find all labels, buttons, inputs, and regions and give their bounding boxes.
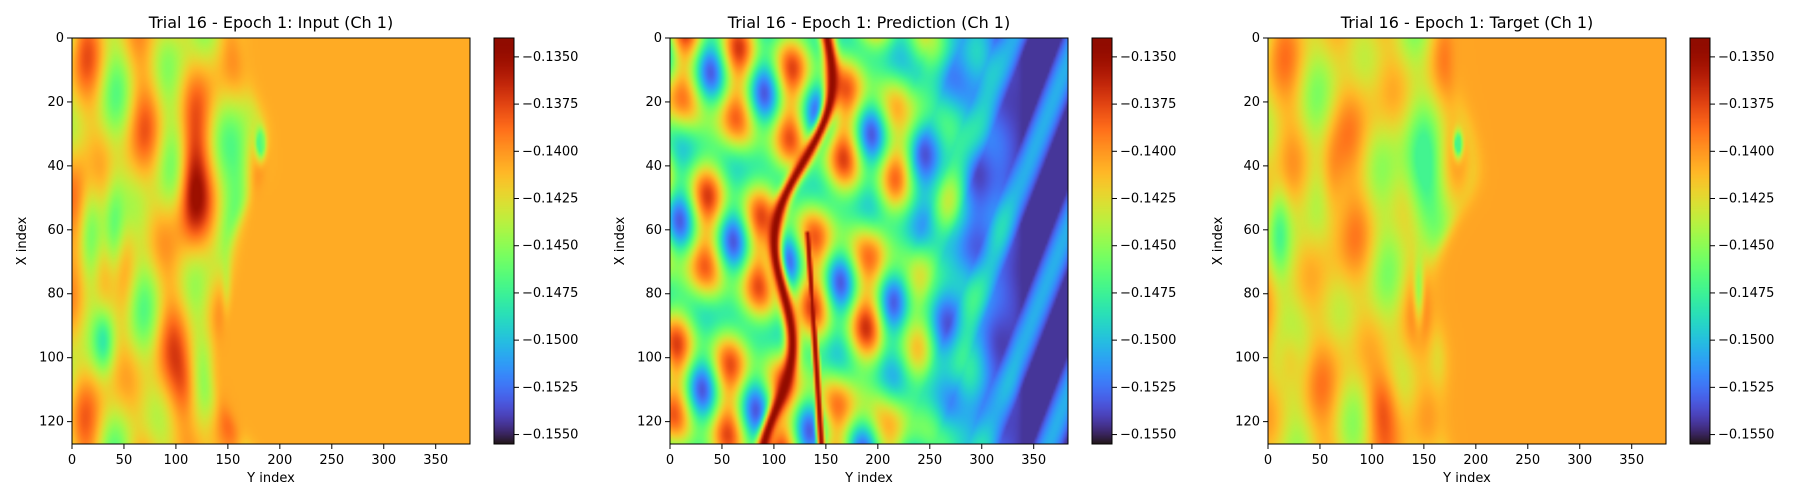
x-tick-label: 300 — [371, 453, 396, 468]
colorbar-frame — [493, 37, 515, 445]
y-tick-label: 80 — [1243, 287, 1260, 302]
x-tick-label: 100 — [762, 453, 787, 468]
x-tick-label: 0 — [666, 453, 674, 468]
axes-frame — [1267, 37, 1667, 445]
colorbar-tick-label: −0.1475 — [1120, 286, 1176, 301]
x-axis-label: Y index — [1442, 471, 1491, 486]
x-tick-label: 150 — [1411, 453, 1436, 468]
colorbar-frame — [1091, 37, 1113, 445]
x-axis-label: Y index — [246, 471, 295, 486]
colorbar-tick-label: −0.1500 — [1120, 333, 1176, 348]
colorbar-tick-label: −0.1375 — [1718, 97, 1774, 112]
colorbar-tick-label: −0.1425 — [1718, 192, 1774, 207]
colorbar-tick-label: −0.1550 — [1718, 428, 1774, 443]
x-tick-label: 250 — [319, 453, 344, 468]
x-tick-label: 300 — [1567, 453, 1592, 468]
y-tick-label: 120 — [1235, 415, 1260, 430]
x-tick-label: 250 — [1515, 453, 1540, 468]
chart-title: Trial 16 - Epoch 1: Input (Ch 1) — [148, 13, 393, 32]
colorbar-tick-label: −0.1425 — [1120, 192, 1176, 207]
heatmap-image — [72, 38, 470, 444]
axes-frame — [71, 37, 471, 445]
colorbar-tick-label: −0.1400 — [522, 144, 578, 159]
y-axis-label: X index — [1211, 216, 1226, 265]
x-tick-label: 150 — [813, 453, 838, 468]
y-tick-label: 60 — [1243, 223, 1260, 238]
y-tick-label: 120 — [637, 415, 662, 430]
y-tick-label: 40 — [645, 159, 662, 174]
colorbar-tick-label: −0.1475 — [1718, 286, 1774, 301]
colorbar-tick-label: −0.1375 — [522, 97, 578, 112]
y-tick-label: 40 — [47, 159, 64, 174]
chart-title: Trial 16 - Epoch 1: Prediction (Ch 1) — [727, 13, 1010, 32]
y-axis-label: X index — [15, 216, 30, 265]
x-tick-label: 100 — [164, 453, 189, 468]
y-tick-label: 120 — [39, 415, 64, 430]
colorbar — [1690, 38, 1710, 444]
x-tick-label: 200 — [1463, 453, 1488, 468]
colorbar-tick-label: −0.1400 — [1120, 144, 1176, 159]
x-tick-label: 350 — [423, 453, 448, 468]
colorbar-tick-label: −0.1500 — [1718, 333, 1774, 348]
x-axis-label: Y index — [844, 471, 893, 486]
x-tick-label: 200 — [865, 453, 890, 468]
x-tick-label: 100 — [1360, 453, 1385, 468]
y-tick-label: 100 — [637, 351, 662, 366]
colorbar-tick-label: −0.1500 — [522, 333, 578, 348]
y-tick-label: 0 — [654, 31, 662, 46]
y-tick-label: 0 — [1252, 31, 1260, 46]
colorbar-frame — [1689, 37, 1711, 445]
colorbar — [494, 38, 514, 444]
heatmap-image — [1268, 38, 1666, 444]
y-tick-label: 0 — [56, 31, 64, 46]
x-tick-label: 0 — [1264, 453, 1272, 468]
x-tick-label: 0 — [68, 453, 76, 468]
colorbar-tick-label: −0.1350 — [1718, 50, 1774, 65]
y-tick-label: 100 — [39, 351, 64, 366]
colorbar-tick-label: −0.1450 — [1718, 239, 1774, 254]
y-tick-label: 80 — [645, 287, 662, 302]
x-tick-label: 50 — [116, 453, 133, 468]
colorbar-tick-label: −0.1350 — [522, 50, 578, 65]
x-tick-label: 150 — [215, 453, 240, 468]
x-tick-label: 350 — [1021, 453, 1046, 468]
y-tick-label: 20 — [1243, 95, 1260, 110]
colorbar-tick-label: −0.1550 — [1120, 428, 1176, 443]
x-tick-label: 50 — [1312, 453, 1329, 468]
x-tick-label: 300 — [969, 453, 994, 468]
colorbar-tick-label: −0.1400 — [1718, 144, 1774, 159]
y-tick-label: 60 — [47, 223, 64, 238]
colorbar-tick-label: −0.1375 — [1120, 97, 1176, 112]
y-tick-label: 20 — [645, 95, 662, 110]
x-tick-label: 50 — [714, 453, 731, 468]
colorbar-tick-label: −0.1450 — [1120, 239, 1176, 254]
colorbar — [1092, 38, 1112, 444]
heatmap-image — [670, 38, 1068, 444]
y-tick-label: 80 — [47, 287, 64, 302]
y-tick-label: 100 — [1235, 351, 1260, 366]
colorbar-tick-label: −0.1550 — [522, 428, 578, 443]
heatmap-panel-2: Trial 16 - Epoch 1: Prediction (Ch 1) 0 50… — [613, 13, 1176, 486]
y-axis-label: X index — [613, 216, 628, 265]
x-tick-label: 250 — [917, 453, 942, 468]
colorbar-tick-label: −0.1450 — [522, 239, 578, 254]
colorbar-tick-label: −0.1350 — [1120, 50, 1176, 65]
x-tick-label: 200 — [267, 453, 292, 468]
heatmap-panel-1: Trial 16 - Epoch 1: Input (Ch 1) 0 50 100 15… — [15, 13, 578, 486]
chart-title: Trial 16 - Epoch 1: Target (Ch 1) — [1340, 13, 1593, 32]
colorbar-tick-label: −0.1525 — [522, 380, 578, 395]
y-tick-label: 20 — [47, 95, 64, 110]
colorbar-tick-label: −0.1525 — [1718, 380, 1774, 395]
y-tick-label: 40 — [1243, 159, 1260, 174]
axes-frame — [669, 37, 1069, 445]
colorbar-tick-label: −0.1525 — [1120, 380, 1176, 395]
colorbar-tick-label: −0.1475 — [522, 286, 578, 301]
heatmap-panel-3: Trial 16 - Epoch 1: Target (Ch 1) 0 50 100 1… — [1211, 13, 1774, 486]
colorbar-tick-label: −0.1425 — [522, 192, 578, 207]
x-tick-label: 350 — [1619, 453, 1644, 468]
y-tick-label: 60 — [645, 223, 662, 238]
